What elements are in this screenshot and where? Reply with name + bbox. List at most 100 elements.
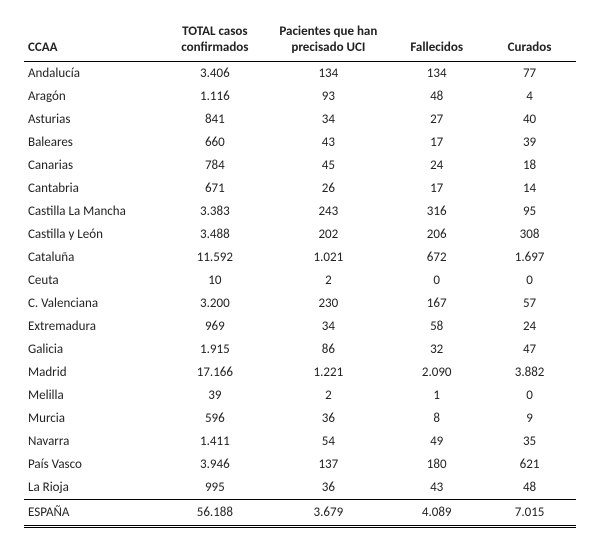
cell-curados: 18 bbox=[483, 154, 576, 177]
cell-ccaa: Aragón bbox=[24, 85, 163, 108]
table-row: C. Valenciana3.20023016757 bbox=[24, 292, 576, 315]
cell-ccaa: Melilla bbox=[24, 384, 163, 407]
cell-curados: 24 bbox=[483, 315, 576, 338]
cell-curados: 48 bbox=[483, 476, 576, 500]
cell-fallecidos: 1 bbox=[390, 384, 483, 407]
cell-uci: 230 bbox=[266, 292, 390, 315]
cell-curados: 1.697 bbox=[483, 246, 576, 269]
cell-uci: 54 bbox=[266, 430, 390, 453]
cell-curados: 47 bbox=[483, 338, 576, 361]
table-header: CCAA TOTAL casos confirmados Pacientes q… bbox=[24, 20, 576, 62]
cell-uci: 137 bbox=[266, 453, 390, 476]
col-fallecidos: Fallecidos bbox=[390, 20, 483, 62]
cell-confirmados: 784 bbox=[163, 154, 266, 177]
col-curados: Curados bbox=[483, 20, 576, 62]
cell-confirmados: 3.383 bbox=[163, 200, 266, 223]
cell-confirmados: 596 bbox=[163, 407, 266, 430]
table-row: La Rioja995364348 bbox=[24, 476, 576, 500]
table-row: Galicia1.915863247 bbox=[24, 338, 576, 361]
table-body: Andalucía3.40613413477Aragón1.11693484As… bbox=[24, 62, 576, 527]
cell-curados: 621 bbox=[483, 453, 576, 476]
cell-fallecidos: 48 bbox=[390, 85, 483, 108]
table-row: Castilla La Mancha3.38324331695 bbox=[24, 200, 576, 223]
cell-fallecidos: 0 bbox=[390, 269, 483, 292]
cell-confirmados: 969 bbox=[163, 315, 266, 338]
cell-uci: 34 bbox=[266, 315, 390, 338]
cell-ccaa: Castilla y León bbox=[24, 223, 163, 246]
cell-curados: 14 bbox=[483, 177, 576, 200]
cell-fallecidos: 24 bbox=[390, 154, 483, 177]
cell-ccaa: Cantabria bbox=[24, 177, 163, 200]
cell-curados: 39 bbox=[483, 131, 576, 154]
col-ccaa: CCAA bbox=[24, 20, 163, 62]
table-row: Navarra1.411544935 bbox=[24, 430, 576, 453]
cell-curados: 0 bbox=[483, 384, 576, 407]
table-row: Canarias784452418 bbox=[24, 154, 576, 177]
cell-curados: 4 bbox=[483, 85, 576, 108]
cell-ccaa: Asturias bbox=[24, 108, 163, 131]
cell-curados: 9 bbox=[483, 407, 576, 430]
table-row: País Vasco3.946137180621 bbox=[24, 453, 576, 476]
cell-ccaa: Murcia bbox=[24, 407, 163, 430]
cell-fallecidos: 58 bbox=[390, 315, 483, 338]
cell-ccaa: Madrid bbox=[24, 361, 163, 384]
cell-fallecidos: 49 bbox=[390, 430, 483, 453]
cell-uci: 93 bbox=[266, 85, 390, 108]
cell-uci: 43 bbox=[266, 131, 390, 154]
cell-ccaa: Cataluña bbox=[24, 246, 163, 269]
cell-fallecidos: 672 bbox=[390, 246, 483, 269]
cell-ccaa: La Rioja bbox=[24, 476, 163, 500]
table-row: Andalucía3.40613413477 bbox=[24, 62, 576, 86]
table-total-row: ESPAÑA56.1883.6794.0897.015 bbox=[24, 500, 576, 527]
cell-fallecidos: 17 bbox=[390, 131, 483, 154]
cell-fallecidos: 180 bbox=[390, 453, 483, 476]
table-row: Asturias841342740 bbox=[24, 108, 576, 131]
cell-confirmados: 11.592 bbox=[163, 246, 266, 269]
table-row: Ceuta10200 bbox=[24, 269, 576, 292]
cell-uci: 1.221 bbox=[266, 361, 390, 384]
cell-total-uci: 3.679 bbox=[266, 500, 390, 527]
cell-fallecidos: 43 bbox=[390, 476, 483, 500]
cell-uci: 2 bbox=[266, 384, 390, 407]
cell-fallecidos: 206 bbox=[390, 223, 483, 246]
cell-uci: 1.021 bbox=[266, 246, 390, 269]
table-row: Cataluña11.5921.0216721.697 bbox=[24, 246, 576, 269]
cell-ccaa: Galicia bbox=[24, 338, 163, 361]
cell-curados: 57 bbox=[483, 292, 576, 315]
col-uci: Pacientes que han precisado UCI bbox=[266, 20, 390, 62]
cell-uci: 86 bbox=[266, 338, 390, 361]
table-row: Baleares660431739 bbox=[24, 131, 576, 154]
cell-uci: 45 bbox=[266, 154, 390, 177]
cell-ccaa: C. Valenciana bbox=[24, 292, 163, 315]
cell-uci: 36 bbox=[266, 407, 390, 430]
cell-curados: 35 bbox=[483, 430, 576, 453]
cell-fallecidos: 8 bbox=[390, 407, 483, 430]
cell-fallecidos: 167 bbox=[390, 292, 483, 315]
cell-ccaa: Baleares bbox=[24, 131, 163, 154]
covid-table: CCAA TOTAL casos confirmados Pacientes q… bbox=[24, 20, 576, 528]
cell-confirmados: 660 bbox=[163, 131, 266, 154]
cell-uci: 26 bbox=[266, 177, 390, 200]
table-row: Melilla39210 bbox=[24, 384, 576, 407]
cell-curados: 95 bbox=[483, 200, 576, 223]
cell-fallecidos: 32 bbox=[390, 338, 483, 361]
cell-ccaa: Canarias bbox=[24, 154, 163, 177]
cell-uci: 202 bbox=[266, 223, 390, 246]
table-row: Aragón1.11693484 bbox=[24, 85, 576, 108]
cell-confirmados: 995 bbox=[163, 476, 266, 500]
cell-uci: 36 bbox=[266, 476, 390, 500]
col-confirmados: TOTAL casos confirmados bbox=[163, 20, 266, 62]
cell-total-fallecidos: 4.089 bbox=[390, 500, 483, 527]
cell-uci: 34 bbox=[266, 108, 390, 131]
cell-confirmados: 39 bbox=[163, 384, 266, 407]
cell-ccaa: Navarra bbox=[24, 430, 163, 453]
cell-curados: 308 bbox=[483, 223, 576, 246]
cell-uci: 2 bbox=[266, 269, 390, 292]
cell-fallecidos: 27 bbox=[390, 108, 483, 131]
cell-curados: 0 bbox=[483, 269, 576, 292]
cell-confirmados: 3.200 bbox=[163, 292, 266, 315]
cell-curados: 40 bbox=[483, 108, 576, 131]
cell-ccaa: País Vasco bbox=[24, 453, 163, 476]
table-row: Cantabria671261714 bbox=[24, 177, 576, 200]
cell-fallecidos: 316 bbox=[390, 200, 483, 223]
